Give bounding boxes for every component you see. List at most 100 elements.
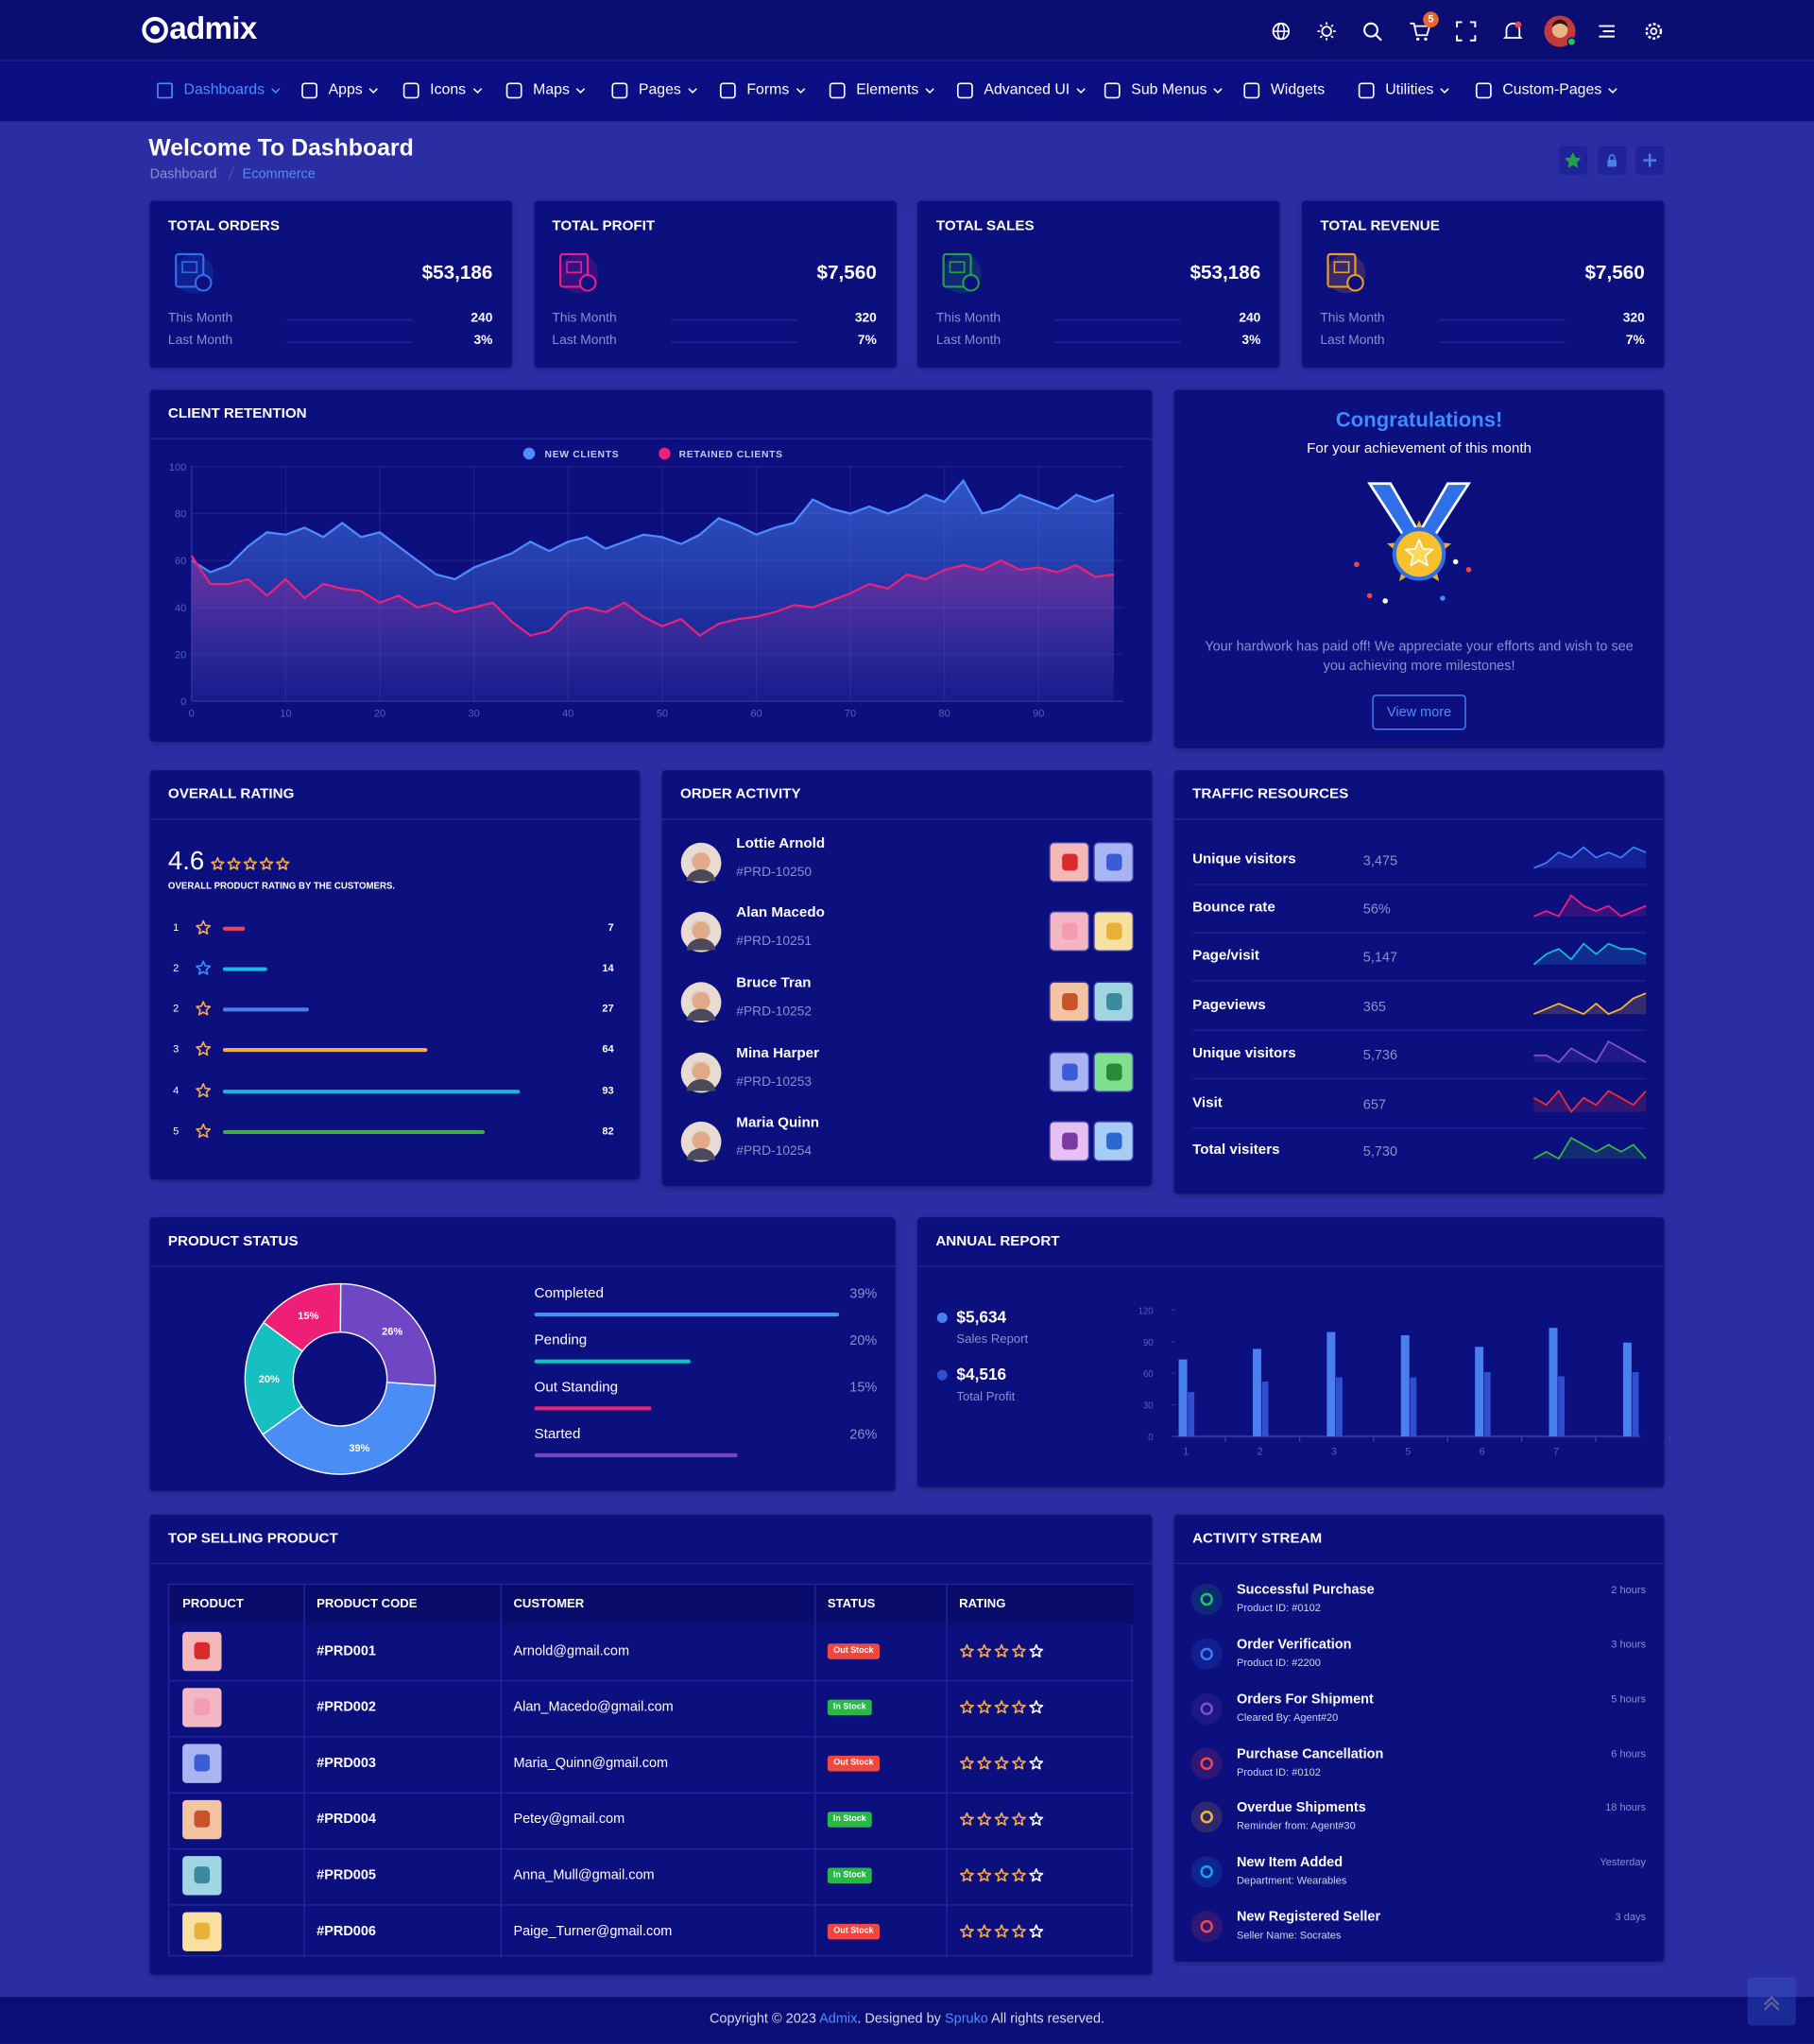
activity-icon	[1190, 1856, 1223, 1888]
nav-icon	[719, 82, 736, 99]
header-icon[interactable]	[1643, 21, 1664, 42]
product-thumb	[182, 1743, 222, 1783]
header-icon[interactable]	[1456, 21, 1477, 42]
sparkline	[1533, 1089, 1647, 1114]
action-button[interactable]	[1558, 146, 1587, 175]
footer-part[interactable]: Admix	[819, 2011, 858, 2027]
customer-name[interactable]: Lottie Arnold	[736, 835, 826, 852]
stat-value: $53,186	[1189, 262, 1261, 284]
rating-row-star	[196, 919, 212, 935]
header-icon[interactable]	[1271, 21, 1292, 42]
up-arrow	[1763, 1996, 1780, 2011]
product-code: #PRD001	[317, 1642, 376, 1659]
customer-name[interactable]: Bruce Tran	[736, 975, 812, 991]
icon-doc	[1326, 252, 1357, 288]
customer-name[interactable]: Mina Harper	[736, 1045, 820, 1062]
area-chart: 0 20 40 60 80 100 0 10 20 30 40 50 60 70 80 90 NEW CLIEN…	[169, 447, 1123, 720]
nav-icon	[1104, 82, 1121, 99]
nav-chevron	[1213, 88, 1223, 94]
rating-row-value: 27	[602, 1002, 614, 1015]
chevron	[368, 88, 379, 94]
x-tick-label: 30	[468, 709, 479, 720]
bar	[1549, 1328, 1558, 1436]
rating-bar	[222, 1047, 428, 1052]
nav-item[interactable]: Sub Menus	[1131, 82, 1207, 98]
nav-item[interactable]: Pages	[638, 82, 681, 98]
nav-icon-shape	[402, 82, 419, 99]
x-tick-label: 6	[1480, 1446, 1485, 1457]
column-divider	[946, 1585, 948, 1958]
rating-row-value: 7	[608, 921, 614, 934]
nav-item[interactable]: Advanced UI	[984, 82, 1070, 98]
stat-card: TOTAL ORDERS $53,186 This Month 240 Last Mon…	[149, 200, 513, 368]
wheel	[1424, 37, 1428, 42]
arrow	[1763, 1996, 1780, 2011]
sparkline	[1533, 1039, 1647, 1064]
star-icon	[1029, 1756, 1044, 1770]
chevron	[575, 88, 586, 94]
activity-title: New Item Added	[1236, 1854, 1343, 1870]
nav-item[interactable]: Widgets	[1270, 82, 1326, 98]
star-icon	[1012, 1924, 1026, 1938]
product-thumb	[1049, 911, 1090, 952]
y-tick-label: 60	[1143, 1369, 1154, 1380]
star-icon	[959, 1756, 974, 1770]
traffic-value: 365	[1362, 999, 1386, 1016]
brand-name[interactable]: admix	[169, 10, 257, 47]
customer-avatar	[680, 982, 722, 1023]
icon-detail	[1333, 261, 1350, 274]
header-icon[interactable]	[1597, 21, 1617, 42]
sparkline	[1533, 846, 1647, 869]
nav-item[interactable]: Icons	[430, 82, 467, 98]
header-icon[interactable]	[1502, 21, 1523, 42]
header-icon[interactable]	[1316, 21, 1337, 42]
action-button[interactable]	[1635, 146, 1665, 175]
bar	[1261, 1382, 1269, 1436]
cart-badge	[1423, 11, 1439, 27]
activity-sub: Product ID: #0102	[1236, 1766, 1321, 1778]
user-avatar[interactable]	[1544, 15, 1577, 47]
header-icon[interactable]	[1361, 21, 1382, 42]
avatar-face	[692, 1062, 710, 1081]
nav-item[interactable]: Maps	[533, 82, 570, 98]
traffic-label: Total visiters	[1192, 1142, 1280, 1159]
breadcrumb-divider	[228, 166, 235, 180]
top-selling-card: TOP SELLING PRODUCT PRODUCT PRODUCT CODE CU…	[149, 1514, 1153, 1975]
main-nav: Dashboards Apps Icons Maps Pages Forms Element…	[0, 60, 1814, 122]
nav-item[interactable]: Utilities	[1385, 82, 1434, 98]
card-title: TOTAL ORDERS	[167, 217, 280, 234]
sparkline-fill	[1533, 993, 1647, 1015]
status-badge: Out Stock	[827, 1755, 881, 1772]
footer-part[interactable]: Spruko	[944, 2011, 988, 2027]
stat-number: 240	[1239, 311, 1261, 326]
star-icon	[994, 1924, 1009, 1938]
customer-name[interactable]: Alan Macedo	[736, 904, 825, 921]
search-handle	[1375, 34, 1382, 42]
stat-card: TOTAL REVENUE $7,560 This Month 320 Last Mon…	[1302, 200, 1665, 368]
lock-body	[1607, 159, 1617, 167]
nav-item[interactable]: Elements	[856, 82, 919, 98]
product-thumb	[182, 1912, 222, 1951]
nav-item[interactable]: Dashboards	[183, 82, 265, 98]
product-thumb	[1049, 1121, 1090, 1161]
footer: Copyright © 2023 Admix. Designed by Spru…	[0, 1997, 1814, 2044]
medal-illustration	[1354, 482, 1472, 604]
sun-ray	[1330, 24, 1334, 27]
breadcrumb-item[interactable]: Dashboard	[149, 166, 217, 182]
traffic-label: Pageviews	[1192, 997, 1266, 1014]
customer-email: Arnold@gmail.com	[513, 1642, 630, 1659]
rating-row-value: 14	[602, 962, 614, 974]
nav-item[interactable]: Custom-Pages	[1502, 82, 1602, 98]
nav-item[interactable]: Apps	[328, 82, 363, 98]
customer-name[interactable]: Maria Quinn	[736, 1114, 819, 1131]
nav-icon-shape	[1243, 82, 1260, 99]
row-divider	[169, 1792, 1134, 1794]
action-button[interactable]	[1598, 146, 1627, 175]
status-badge: Out Stock	[827, 1923, 881, 1940]
column-divider	[303, 1585, 305, 1958]
icon-core	[1200, 1757, 1213, 1770]
back-to-top[interactable]	[1747, 1977, 1796, 2026]
view-more-button[interactable]: View more	[1372, 695, 1466, 730]
nav-item[interactable]: Forms	[746, 82, 790, 98]
